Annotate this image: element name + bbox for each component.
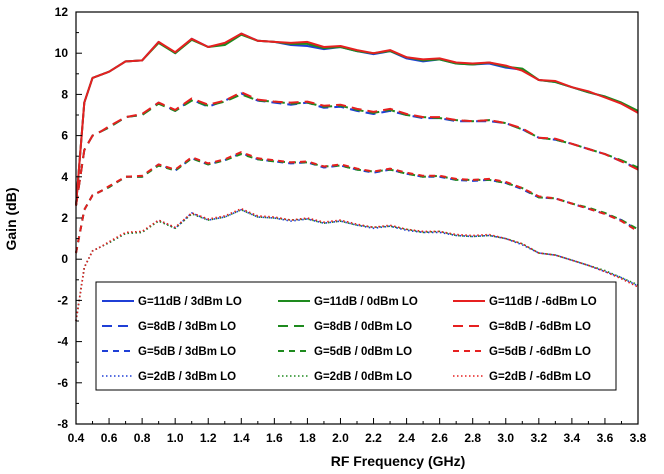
series-line-3 [75, 32, 639, 206]
y-tick-label-2: 8 [61, 87, 68, 101]
x-tick-label-13: 3.0 [497, 431, 514, 445]
y-tick-label-8: -4 [57, 335, 68, 349]
y-tick-label-9: -6 [57, 376, 68, 390]
y-tick-label-1: 10 [55, 46, 69, 60]
y-tick-label-6: 0 [61, 252, 68, 266]
legend-label-6: G=8dB / -6dBm LO [489, 321, 591, 333]
x-tick-label-3: 1.0 [167, 431, 184, 445]
y-tick-label-5: 2 [61, 211, 68, 225]
y-tick-label-10: -8 [57, 417, 68, 431]
series-line-1 [75, 32, 639, 206]
series-line-6 [75, 91, 639, 206]
y-tick-label-4: 4 [61, 170, 68, 184]
x-tick-label-0: 0.4 [68, 431, 85, 445]
x-tick-label-9: 2.2 [365, 431, 382, 445]
legend-label-8: G=5dB / 0dBm LO [314, 346, 412, 358]
x-tick-label-2: 0.8 [134, 431, 151, 445]
x-tick-label-15: 3.4 [564, 431, 581, 445]
y-tick-label-3: 6 [61, 129, 68, 143]
legend-label-1: G=11dB / 3dBm LO [138, 296, 242, 308]
legend-label-12: G=2dB / -6dBm LO [489, 371, 591, 383]
legend-label-11: G=2dB / 0dBm LO [314, 371, 412, 383]
x-tick-label-8: 2.0 [332, 431, 349, 445]
legend: G=11dB / 3dBm LO G=11dB / 0dBm LO G=11dB /… [95, 281, 617, 391]
x-tick-label-1: 0.6 [101, 431, 118, 445]
legend-label-5: G=8dB / 0dBm LO [314, 321, 412, 333]
x-tick-label-10: 2.4 [398, 431, 415, 445]
x-tick-label-14: 3.2 [530, 431, 547, 445]
x-tick-label-6: 1.6 [266, 431, 283, 445]
legend-label-4: G=8dB / 3dBm LO [138, 321, 236, 333]
legend-label-9: G=5dB / -6dBm LO [489, 346, 591, 358]
y-tick-label-7: -2 [57, 293, 68, 307]
legend-label-2: G=11dB / 0dBm LO [314, 296, 418, 308]
legend-label-10: G=2dB / 3dBm LO [138, 371, 236, 383]
x-tick-label-7: 1.8 [299, 431, 316, 445]
x-tick-label-17: 3.8 [630, 431, 647, 445]
x-tick-label-11: 2.6 [431, 431, 448, 445]
x-tick-label-12: 2.8 [464, 431, 481, 445]
x-tick-label-5: 1.4 [233, 431, 250, 445]
series-line-12 [75, 207, 639, 322]
legend-box [95, 281, 617, 391]
y-axis-title: Gain (dB) [3, 188, 19, 251]
series-line-9 [75, 151, 639, 254]
legend-label-7: G=5dB / 3dBm LO [138, 346, 236, 358]
y-tick-label-0: 12 [55, 5, 69, 19]
x-tick-label-16: 3.6 [597, 431, 614, 445]
series-line-2 [75, 33, 639, 206]
axes: 0.4 0.6 0.8 1.0 1.2 1.4 1.6 1.8 2.0 2.2 2.4 2.6 2.8 3… [55, 5, 647, 445]
x-tick-label-4: 1.2 [200, 431, 217, 445]
legend-label-3: G=11dB / -6dBm LO [489, 296, 597, 308]
series-layer [75, 32, 639, 322]
x-axis-title: RF Frequency (GHz) [331, 453, 466, 469]
